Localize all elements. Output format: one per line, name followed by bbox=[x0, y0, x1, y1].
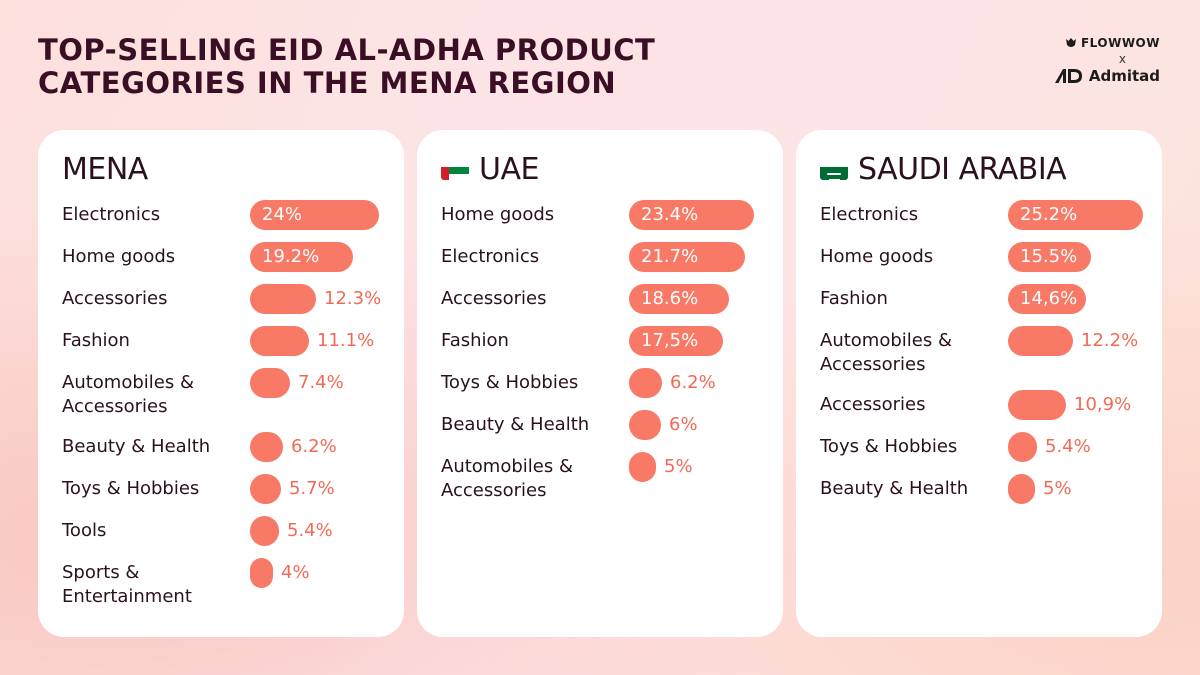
bar bbox=[629, 410, 661, 440]
flowwow-logo: FLOWWOW bbox=[1010, 36, 1160, 50]
category-label: Fashion bbox=[441, 330, 509, 351]
logo-separator: x bbox=[1118, 52, 1126, 66]
category-label: Automobiles & Accessories bbox=[820, 330, 952, 375]
category-label: Accessories bbox=[441, 288, 547, 309]
admitad-mark-icon bbox=[1054, 69, 1082, 83]
category-label: Beauty & Health bbox=[820, 478, 969, 499]
bar bbox=[629, 452, 656, 482]
category-label: Toys & Hobbies bbox=[820, 436, 958, 457]
value-label: 5% bbox=[1043, 478, 1072, 499]
category-label: Accessories bbox=[62, 288, 168, 309]
category-label: Electronics bbox=[820, 204, 919, 225]
category-label: Sports & Entertainment bbox=[62, 562, 192, 607]
chart-card-uae: UAE Home goods 23.4% Electronics 21.7% Acces… bbox=[417, 130, 783, 637]
bar bbox=[250, 242, 353, 272]
bar bbox=[1008, 326, 1073, 356]
card-title-text: SAUDI ARABIA bbox=[858, 152, 1067, 187]
bar bbox=[250, 368, 290, 398]
flowwow-tulip-icon bbox=[1065, 38, 1076, 47]
value-label: 10,9% bbox=[1074, 394, 1132, 415]
card-title: UAE bbox=[441, 152, 539, 188]
category-label: Fashion bbox=[62, 330, 130, 351]
value-label: 5% bbox=[664, 456, 693, 477]
bar bbox=[1008, 390, 1066, 420]
category-label: Fashion bbox=[820, 288, 888, 309]
category-label: Automobiles & Accessories bbox=[62, 372, 194, 417]
value-label: 6.2% bbox=[670, 372, 716, 393]
page-title: TOP-SELLING EID AL-ADHA PRODUCT CATEGORI… bbox=[38, 33, 656, 100]
bar bbox=[629, 368, 662, 398]
category-label: Electronics bbox=[441, 246, 540, 267]
bar bbox=[629, 326, 723, 356]
value-label: 11.1% bbox=[317, 330, 375, 351]
bar bbox=[629, 200, 754, 230]
bar bbox=[1008, 200, 1143, 230]
flowwow-logo-text: FLOWWOW bbox=[1080, 36, 1160, 50]
value-label: 14,6% bbox=[1020, 288, 1078, 309]
bar bbox=[250, 558, 273, 588]
category-label: Toys & Hobbies bbox=[441, 372, 579, 393]
bar bbox=[250, 432, 283, 462]
value-label: 4% bbox=[281, 562, 310, 583]
value-label: 15.5% bbox=[1020, 246, 1078, 267]
bar bbox=[250, 284, 316, 314]
category-label: Home goods bbox=[62, 246, 176, 267]
value-label: 18.6% bbox=[641, 288, 699, 309]
value-label: 17,5% bbox=[641, 330, 699, 351]
card-title-text: UAE bbox=[479, 152, 539, 187]
admitad-logo: Admitad bbox=[1010, 67, 1160, 85]
bar bbox=[250, 200, 379, 230]
value-label: 23.4% bbox=[641, 204, 699, 225]
value-label: 12.2% bbox=[1081, 330, 1139, 351]
admitad-logo-text: Admitad bbox=[1088, 67, 1160, 85]
value-label: 5.4% bbox=[1045, 436, 1091, 457]
bar bbox=[629, 242, 745, 272]
value-label: 5.4% bbox=[287, 520, 333, 541]
saudi-flag-icon bbox=[820, 160, 848, 180]
chart-card-saudi-arabia: SAUDI ARABIA Electronics 25.2% Home goods 1… bbox=[796, 130, 1162, 637]
category-label: Accessories bbox=[820, 394, 926, 415]
bar bbox=[1008, 242, 1091, 272]
bar bbox=[250, 474, 281, 504]
category-label: Toys & Hobbies bbox=[62, 478, 200, 499]
value-label: 5.7% bbox=[289, 478, 335, 499]
card-title: MENA bbox=[62, 152, 148, 188]
value-label: 6% bbox=[669, 414, 698, 435]
category-label: Automobiles & Accessories bbox=[441, 456, 573, 501]
card-title-text: MENA bbox=[62, 152, 148, 187]
category-label: Home goods bbox=[820, 246, 934, 267]
value-label: 21.7% bbox=[641, 246, 699, 267]
bar bbox=[1008, 474, 1035, 504]
value-label: 19.2% bbox=[262, 246, 320, 267]
value-label: 6.2% bbox=[291, 436, 337, 457]
bar bbox=[1008, 284, 1086, 314]
category-label: Tools bbox=[62, 520, 107, 541]
bar bbox=[1008, 432, 1037, 462]
card-title: SAUDI ARABIA bbox=[820, 152, 1067, 188]
value-label: 7.4% bbox=[298, 372, 344, 393]
bar bbox=[250, 516, 279, 546]
uae-flag-icon bbox=[441, 160, 469, 180]
value-label: 12.3% bbox=[324, 288, 382, 309]
category-label: Home goods bbox=[441, 204, 555, 225]
value-label: 24% bbox=[262, 204, 303, 225]
chart-card-mena: MENA Electronics 24% Home goods 19.2% Access… bbox=[38, 130, 404, 637]
partner-logos: FLOWWOW x Admitad bbox=[1010, 36, 1160, 85]
bar bbox=[250, 326, 309, 356]
category-label: Beauty & Health bbox=[441, 414, 590, 435]
category-label: Electronics bbox=[62, 204, 161, 225]
value-label: 25.2% bbox=[1020, 204, 1078, 225]
category-label: Beauty & Health bbox=[62, 436, 211, 457]
bar bbox=[629, 284, 729, 314]
